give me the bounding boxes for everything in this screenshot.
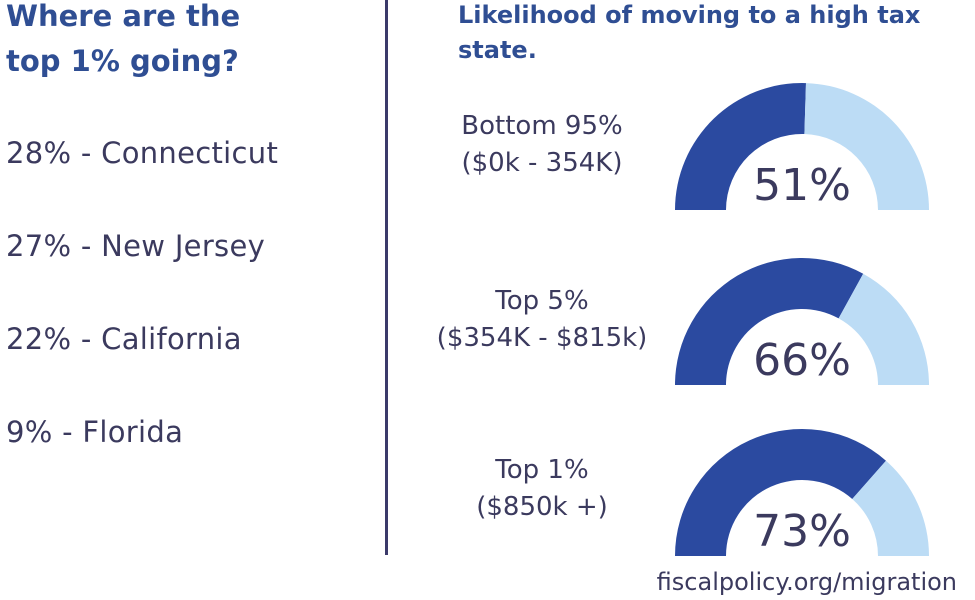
- chart-title: Likelihood of moving to a high tax state…: [458, 1, 921, 64]
- gauge-filled-arc: [675, 257, 864, 385]
- gauge-remaining-arc: [838, 273, 929, 385]
- gauge-value-label: 73%: [753, 506, 851, 557]
- left-title-line1: Where are the: [6, 0, 241, 33]
- divider: [385, 0, 388, 555]
- gauge-filled-arc: [675, 82, 806, 210]
- gauge-value-label: 66%: [753, 335, 851, 386]
- gauge-sublabel: ($354K - $815k): [436, 323, 648, 353]
- gauge-label: Top 5%: [495, 286, 589, 316]
- gauge-label-0: Bottom 95% ($0k - 354K): [412, 108, 672, 182]
- gauge-value-label: 51%: [753, 160, 851, 211]
- destination-item: 9% - Florida: [6, 415, 184, 449]
- destination-item: 27% - New Jersey: [6, 229, 266, 263]
- gauge-label-1: Top 5% ($354K - $815k): [412, 283, 672, 357]
- gauge-sublabel: ($850k +): [476, 492, 608, 522]
- gauge-remaining-arc: [804, 83, 929, 210]
- destination-item: 28% - Connecticut: [6, 136, 279, 170]
- gauge-label-2: Top 1% ($850k +): [412, 452, 672, 526]
- left-title: Where are the top 1% going?: [6, 0, 376, 84]
- source-link: fiscalpolicy.org/migration: [656, 568, 957, 596]
- destination-item: 22% - California: [6, 322, 242, 356]
- gauge-filled-arc: [675, 428, 886, 556]
- gauge-label: Top 1%: [495, 455, 589, 485]
- gauge-remaining-arc: [852, 460, 929, 556]
- gauge-label: Bottom 95%: [461, 111, 623, 141]
- gauge-sublabel: ($0k - 354K): [461, 148, 623, 178]
- left-title-line2: top 1% going?: [6, 44, 239, 78]
